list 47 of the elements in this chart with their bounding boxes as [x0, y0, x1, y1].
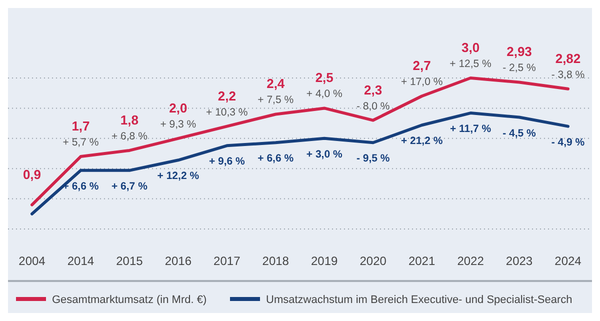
- annotation: + 12,5 %: [450, 58, 492, 70]
- annotation: + 4,0 %: [306, 88, 342, 100]
- data-label: 2,7: [412, 58, 431, 74]
- annotation: - 4,5 %: [502, 127, 537, 140]
- annotation: + 7,5 %: [258, 94, 294, 106]
- x-tick-label: 2016: [164, 254, 192, 268]
- x-tick-label: 2021: [408, 254, 436, 268]
- data-label: 2,2: [218, 88, 236, 104]
- annotation: + 17,0 %: [400, 76, 443, 88]
- data-label: 2,0: [169, 100, 188, 116]
- annotation: + 9,3 %: [160, 118, 196, 130]
- x-tick-label: 2014: [67, 254, 94, 268]
- annotation: + 21,2 %: [400, 135, 444, 148]
- x-tick-label: 2018: [262, 254, 290, 268]
- x-tick-label: 2020: [360, 254, 387, 268]
- x-tick-label: 2015: [116, 254, 144, 268]
- data-label: 2,3: [364, 82, 382, 98]
- annotation: + 6,6 %: [258, 152, 294, 165]
- x-tick-label: 2024: [554, 254, 582, 268]
- annotation: - 9,5 %: [356, 152, 390, 165]
- data-label: 2,93: [506, 44, 532, 60]
- data-label: 1,8: [120, 112, 138, 128]
- data-label: 3,0: [462, 40, 480, 55]
- annotation: + 11,7 %: [450, 123, 492, 136]
- annotation: + 6,7 %: [112, 180, 148, 192]
- annotation: - 2,5 %: [502, 62, 536, 74]
- annotation: + 12,2 %: [157, 170, 200, 182]
- x-tick-label: 2022: [457, 254, 484, 268]
- x-tick-label: 2017: [214, 254, 241, 268]
- annotation: + 5,7 %: [62, 136, 99, 149]
- annotation: - 8,0 %: [356, 100, 390, 112]
- annotation: + 3,0 %: [306, 148, 343, 160]
- data-label: 1,7: [72, 118, 90, 134]
- legend-label: Gesamtmarktumsatz (in Mrd. €): [52, 294, 207, 306]
- data-label: 2,5: [315, 70, 334, 86]
- annotation: + 6,8 %: [112, 130, 148, 142]
- x-tick-label: 2023: [506, 254, 533, 268]
- annotation: - 3,8 %: [551, 68, 585, 81]
- x-tick-label: 2004: [18, 254, 46, 268]
- legend-label: Umsatzwachstum im Bereich Executive- und Specialist-Search: [266, 294, 572, 306]
- annotation: - 4,9 %: [551, 136, 586, 148]
- annotation: + 9,6 %: [208, 156, 246, 168]
- data-label: 2,82: [555, 50, 581, 66]
- x-tick-label: 2019: [311, 254, 338, 268]
- annotation: + 10,3 %: [206, 106, 248, 118]
- data-label: 0,9: [22, 166, 42, 182]
- data-label: 2,4: [266, 76, 286, 92]
